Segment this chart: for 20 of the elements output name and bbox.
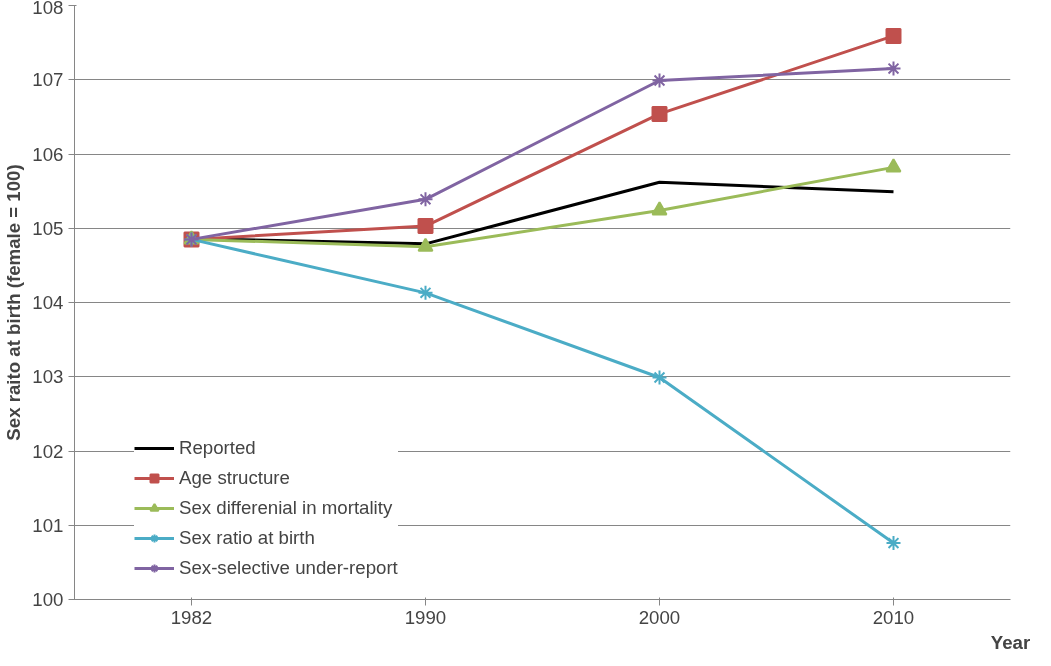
x-tick-label: 2000	[638, 606, 681, 628]
y-tick-label: 108	[32, 0, 64, 18]
x-tick-label: 1982	[170, 606, 213, 628]
y-tick-label: 100	[32, 589, 64, 610]
y-tick-label: 104	[32, 292, 64, 313]
y-tick-label: 101	[32, 514, 64, 536]
legend-label: Sex-selective under-report	[179, 557, 398, 579]
y-tick-label: 106	[32, 143, 64, 165]
x-tick-label: 1990	[404, 606, 447, 628]
y-tick-label: 105	[32, 217, 64, 239]
legend-label: Reported	[179, 437, 256, 459]
legend-label: Age structure	[179, 467, 290, 489]
legend-label: Sex ratio at birth	[179, 527, 315, 549]
x-tick-label: 2010	[872, 606, 915, 628]
y-tick-label: 102	[32, 440, 64, 462]
y-axis-title: Sex raito at birth (female = 100)	[3, 164, 25, 441]
y-tick-label: 103	[32, 366, 64, 388]
x-axis-title: Year	[990, 631, 1031, 653]
legend-label: Sex differenial in mortality	[179, 497, 393, 519]
y-tick-label: 107	[32, 69, 64, 91]
